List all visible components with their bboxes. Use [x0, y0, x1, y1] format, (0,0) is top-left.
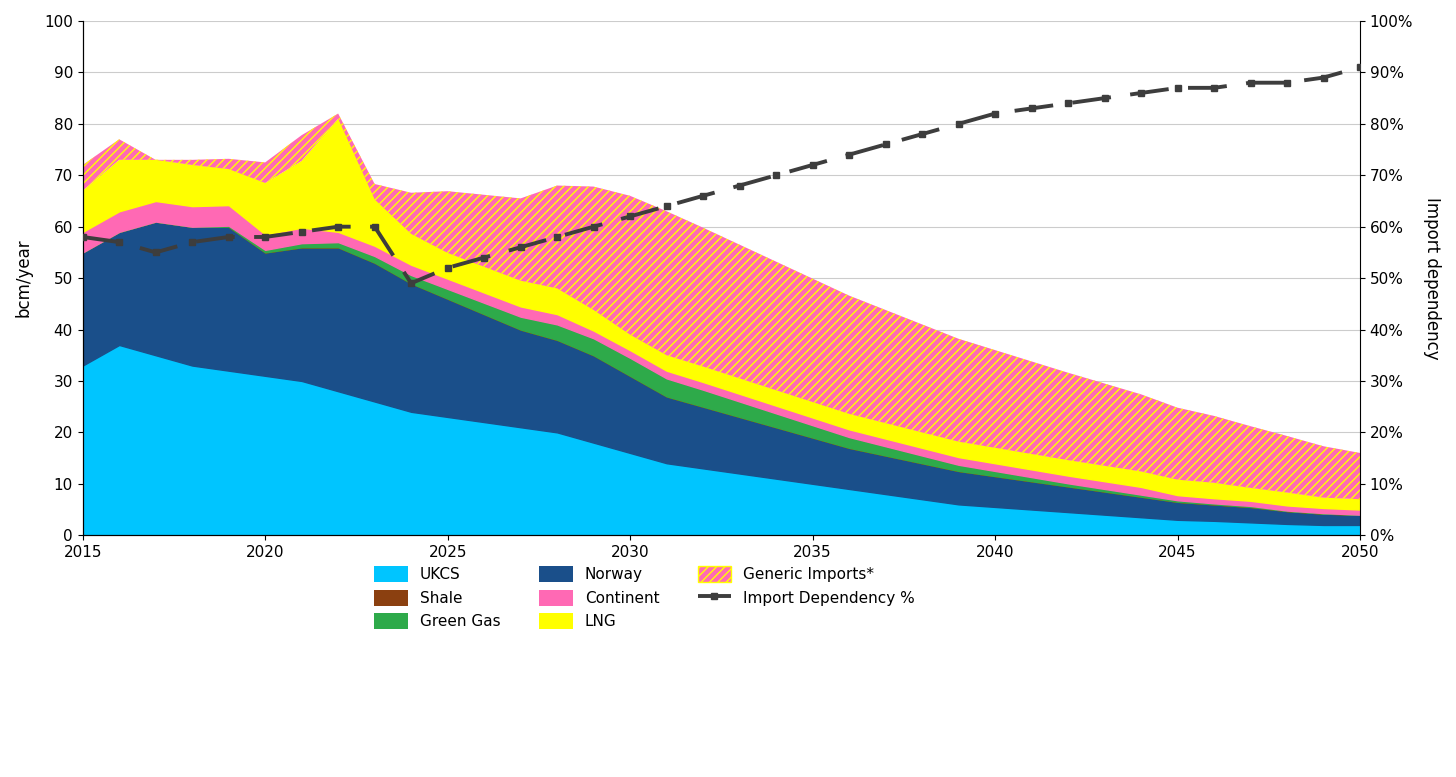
- Y-axis label: Import dependency: Import dependency: [1423, 197, 1441, 360]
- Legend: UKCS, Shale, Green Gas, Norway, Continent, LNG, Generic Imports*, Import Depende: UKCS, Shale, Green Gas, Norway, Continen…: [368, 560, 922, 636]
- Y-axis label: bcm/year: bcm/year: [15, 239, 33, 318]
